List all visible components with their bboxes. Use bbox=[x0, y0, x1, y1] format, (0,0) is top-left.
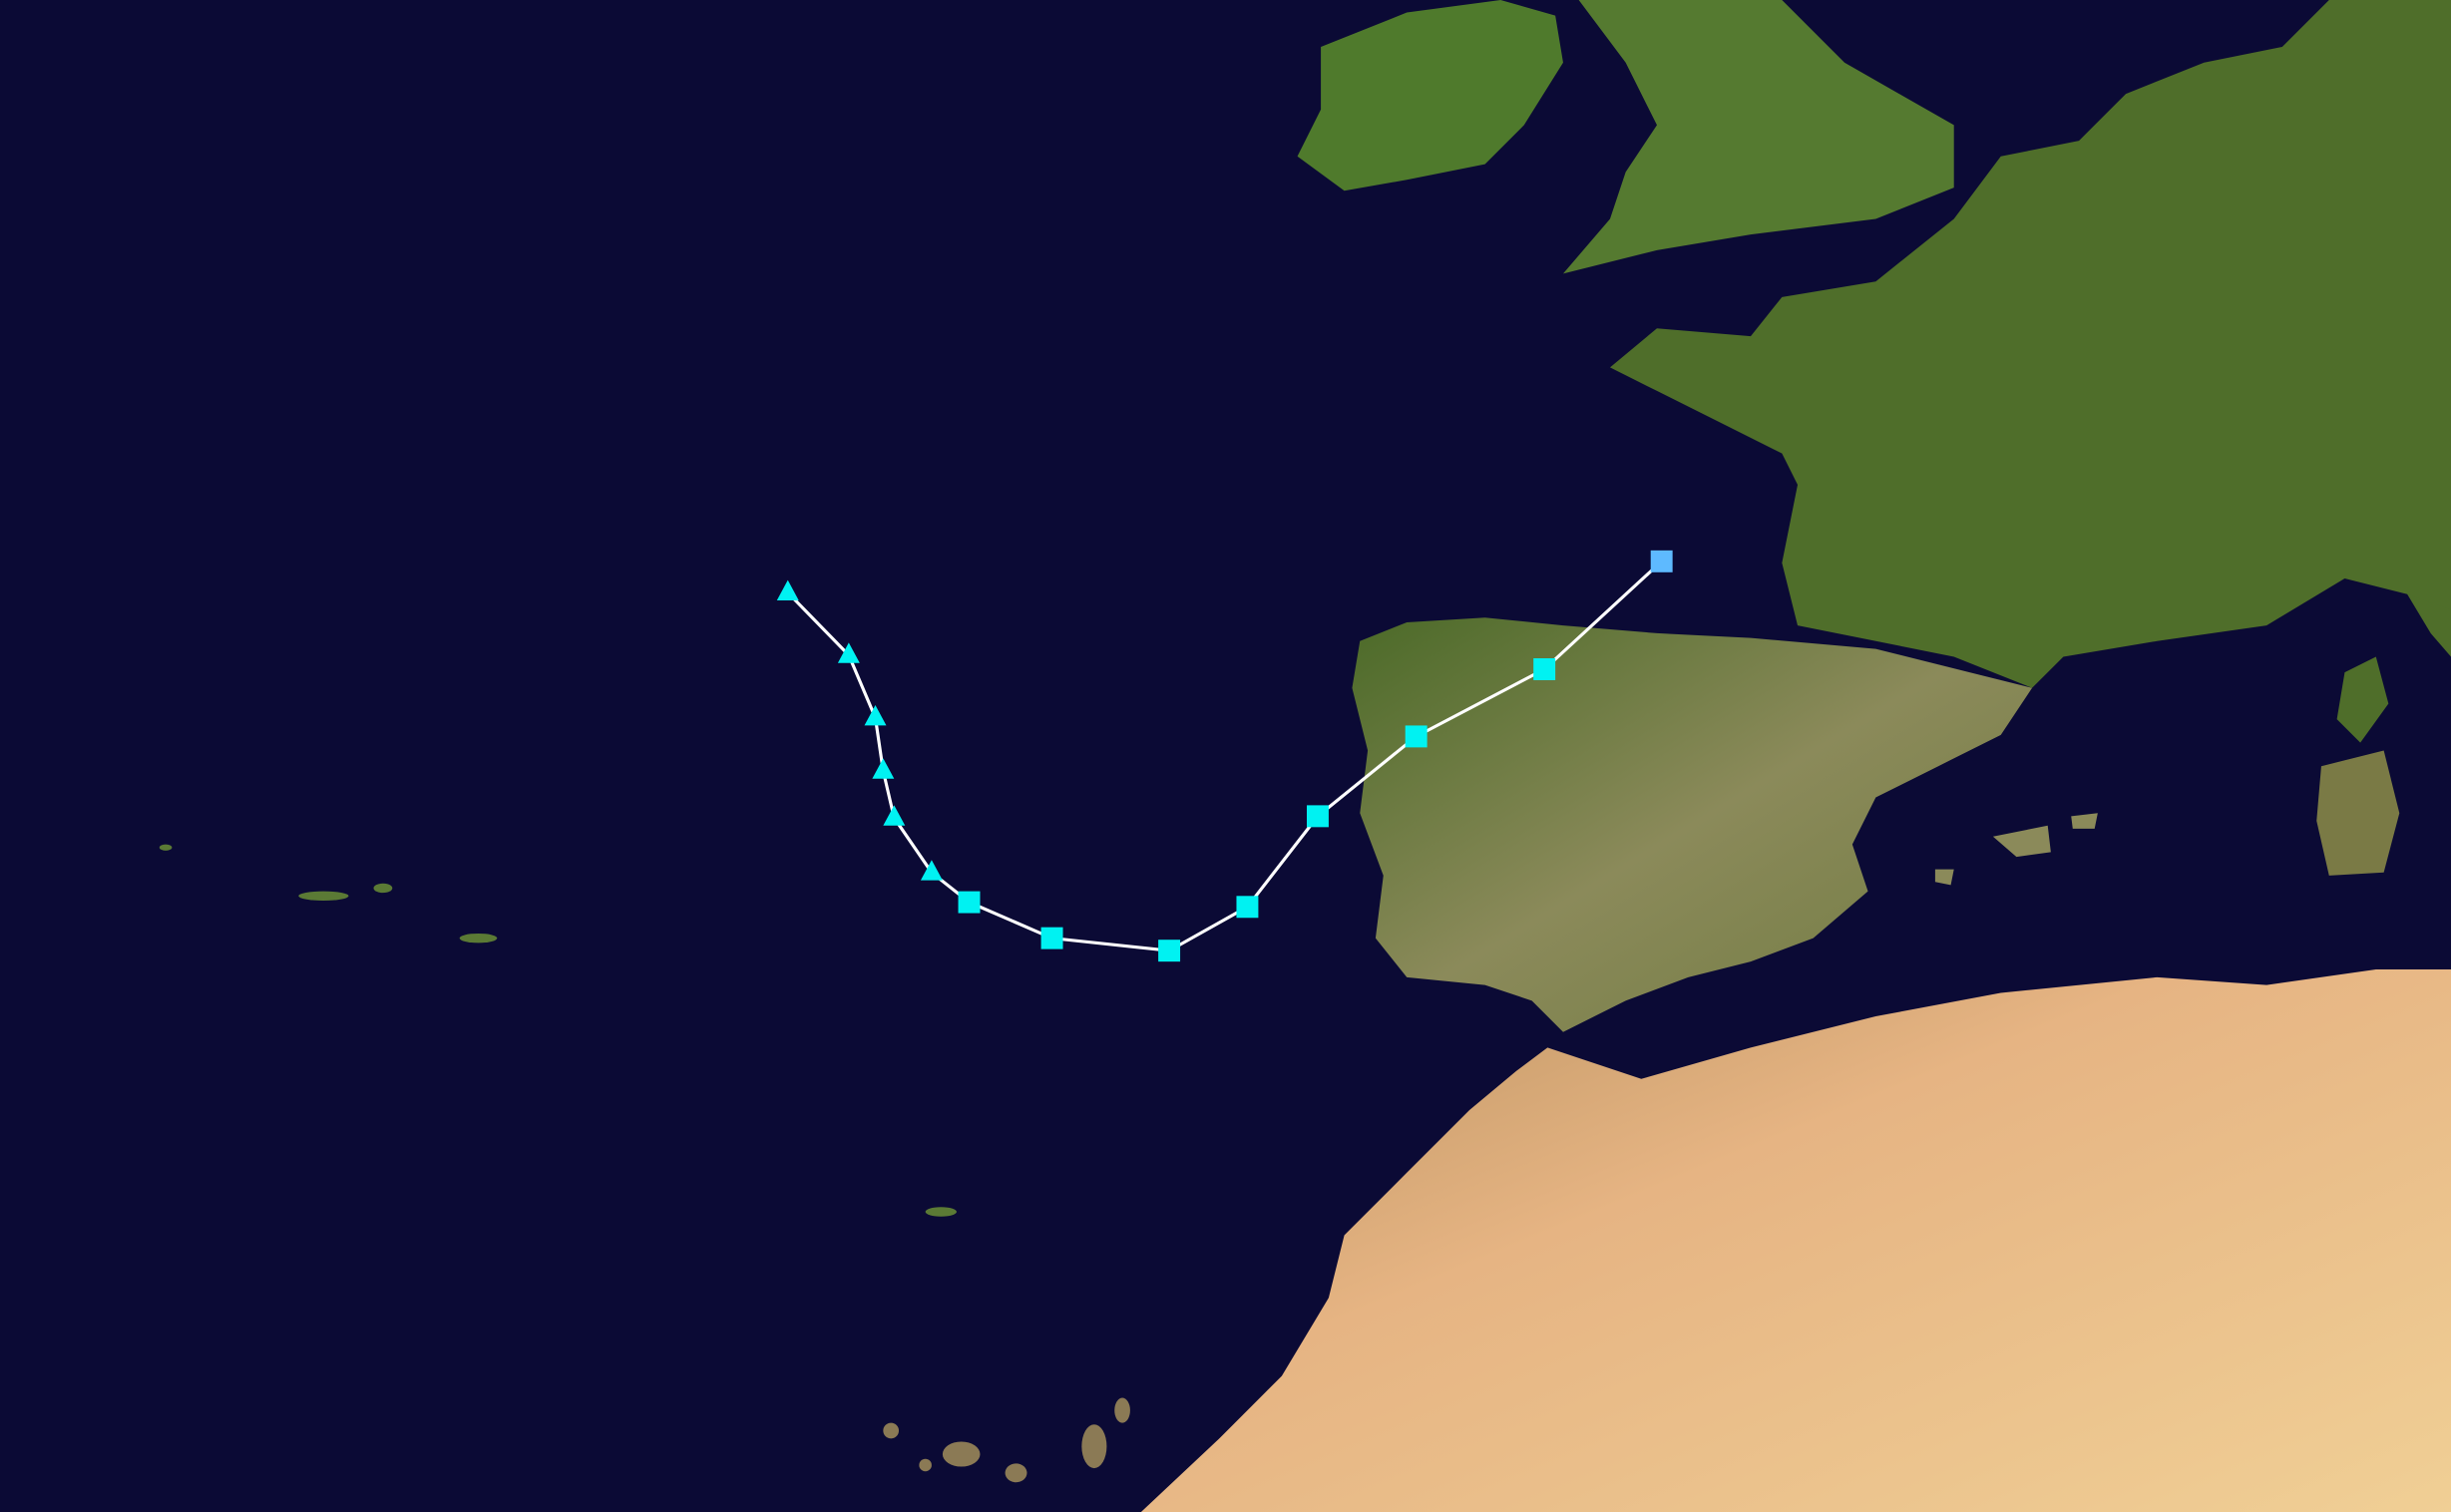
track-point-triangle bbox=[920, 860, 943, 881]
track-point-square bbox=[1158, 940, 1181, 962]
track-point-triangle bbox=[837, 642, 860, 663]
storm-track bbox=[776, 550, 1673, 962]
track-point-square bbox=[1306, 805, 1329, 828]
track-point-square bbox=[1236, 896, 1259, 919]
track-point-triangle bbox=[872, 758, 895, 779]
sardinia bbox=[2316, 750, 2400, 876]
track-line bbox=[786, 560, 1663, 952]
land bbox=[159, 0, 2451, 1512]
balearic-islands bbox=[1934, 813, 2098, 886]
track-point-square bbox=[958, 891, 981, 914]
canary-islands bbox=[883, 1397, 1130, 1483]
iberia bbox=[1352, 617, 2033, 1032]
great-britain bbox=[1562, 0, 1954, 274]
azores bbox=[159, 844, 498, 944]
ireland bbox=[1297, 0, 1563, 191]
track-point-square bbox=[1650, 550, 1673, 572]
track-point-square bbox=[1533, 658, 1556, 680]
track-point-triangle bbox=[883, 805, 906, 826]
continental-europe bbox=[1609, 0, 2451, 688]
track-point-triangle bbox=[864, 705, 887, 726]
track-point-square bbox=[1040, 927, 1063, 949]
africa bbox=[1140, 968, 2451, 1512]
track-point-triangle bbox=[776, 579, 799, 601]
track-point-square bbox=[1405, 725, 1428, 748]
madeira bbox=[925, 1207, 957, 1217]
corsica bbox=[2336, 656, 2389, 743]
italy bbox=[2407, 593, 2451, 657]
